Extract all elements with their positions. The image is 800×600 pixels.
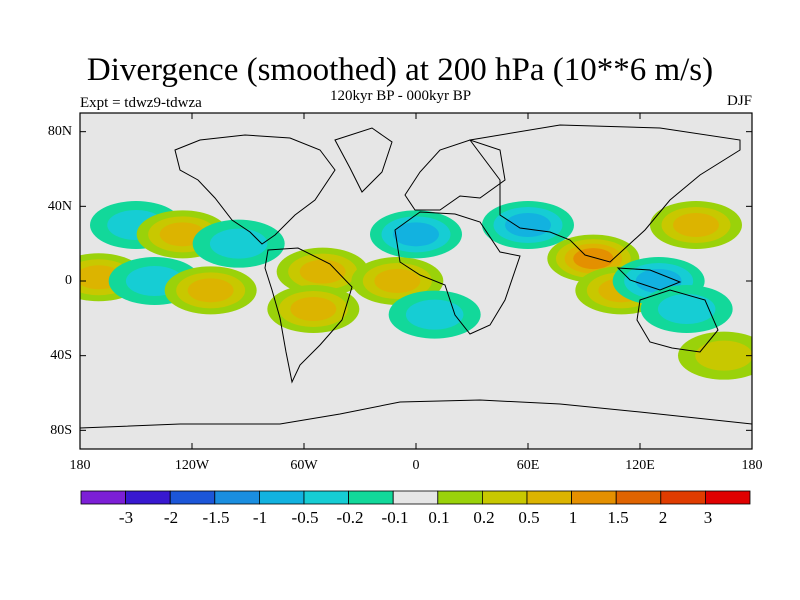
colorbar-swatch [303,490,349,505]
y-tick-label-80s: 80S [50,423,72,438]
x-tick-label-60w: 60W [290,458,318,473]
colorbar-label: -2 [163,508,179,527]
x-tick-label-60e: 60E [516,458,540,473]
colorbar-swatch [125,490,171,505]
colorbar-label: 0.5 [518,508,540,527]
colorbar-swatch [705,490,751,505]
subtitle: 120kyr BP - 000kyr BP [330,88,472,104]
y-tick-label-40n: 40N [47,199,72,214]
y-tick-label-0: 0 [65,273,72,288]
anomaly-contour [695,340,752,371]
colorbar-swatch [481,490,528,505]
coast-asia [469,124,741,263]
anomaly-contour [393,222,439,247]
colorbar-label: 2 [658,508,668,527]
anomaly-contour [673,213,719,237]
y-tick-label-80n: 80N [47,124,72,139]
colorbar-label: 1 [568,508,578,527]
colorbar-swatch [571,490,617,505]
coast-europe [404,139,506,211]
x-tick-label-0: 0 [412,458,420,473]
colorbar-label: -3 [118,508,134,527]
x-tick-label-120e: 120E [625,458,655,473]
colorbar [80,490,751,505]
coast-africa [394,211,521,335]
colorbar-label: 0.2 [473,508,495,527]
colorbar-label: -1.5 [202,508,230,527]
y-tick-label-40s: 40S [50,348,72,363]
colorbar-swatch [437,490,483,505]
coastlines [80,124,752,429]
colorbar-swatch [392,490,439,505]
colorbar-label: 1.5 [607,508,629,527]
anomaly-contour [405,299,464,330]
coast-australia [636,289,719,353]
colorbar-swatch [80,490,126,505]
colorbar-swatch [660,490,706,505]
colorbar-label: 3 [703,508,713,527]
experiment-label: Expt = tdwz9-tdwza [80,95,202,111]
colorbar-label: -0.5 [291,508,319,527]
x-tick-label-180w: 180 [69,458,91,473]
colorbar-swatch [615,490,662,505]
coast-antarctica [80,399,752,429]
colorbar-label: -0.2 [336,508,364,527]
colorbar-swatch [258,490,305,505]
anomaly-contour [505,213,551,237]
anomaly-contour [290,297,337,321]
anomaly-contour [573,248,614,270]
coast-south-america [264,247,353,384]
anomaly-contour [187,278,234,303]
anomaly-field [80,201,752,380]
x-tick-label-180e: 180 [741,458,763,473]
colorbar-label: 0.1 [428,508,450,527]
x-tick-label-120w: 120W [174,458,210,473]
anomaly-contour [657,294,716,324]
coast-greenland [334,127,393,193]
anomaly-contour [299,259,346,284]
axis-ticks [79,113,753,449]
page-title: Divergence (smoothed) at 200 hPa (10**6 … [86,52,714,88]
coast-maritime-continent [616,267,682,291]
colorbar-swatch [526,490,572,505]
coast-north-america [174,134,336,245]
colorbar-label: -1 [252,508,268,527]
colorbar-swatch [348,490,394,505]
anomaly-contour [209,228,268,259]
colorbar-label: -0.1 [381,508,409,527]
colorbar-swatch [214,490,260,505]
season-label: DJF [726,93,752,109]
anomaly-contour [374,269,421,293]
colorbar-swatch [169,490,216,505]
